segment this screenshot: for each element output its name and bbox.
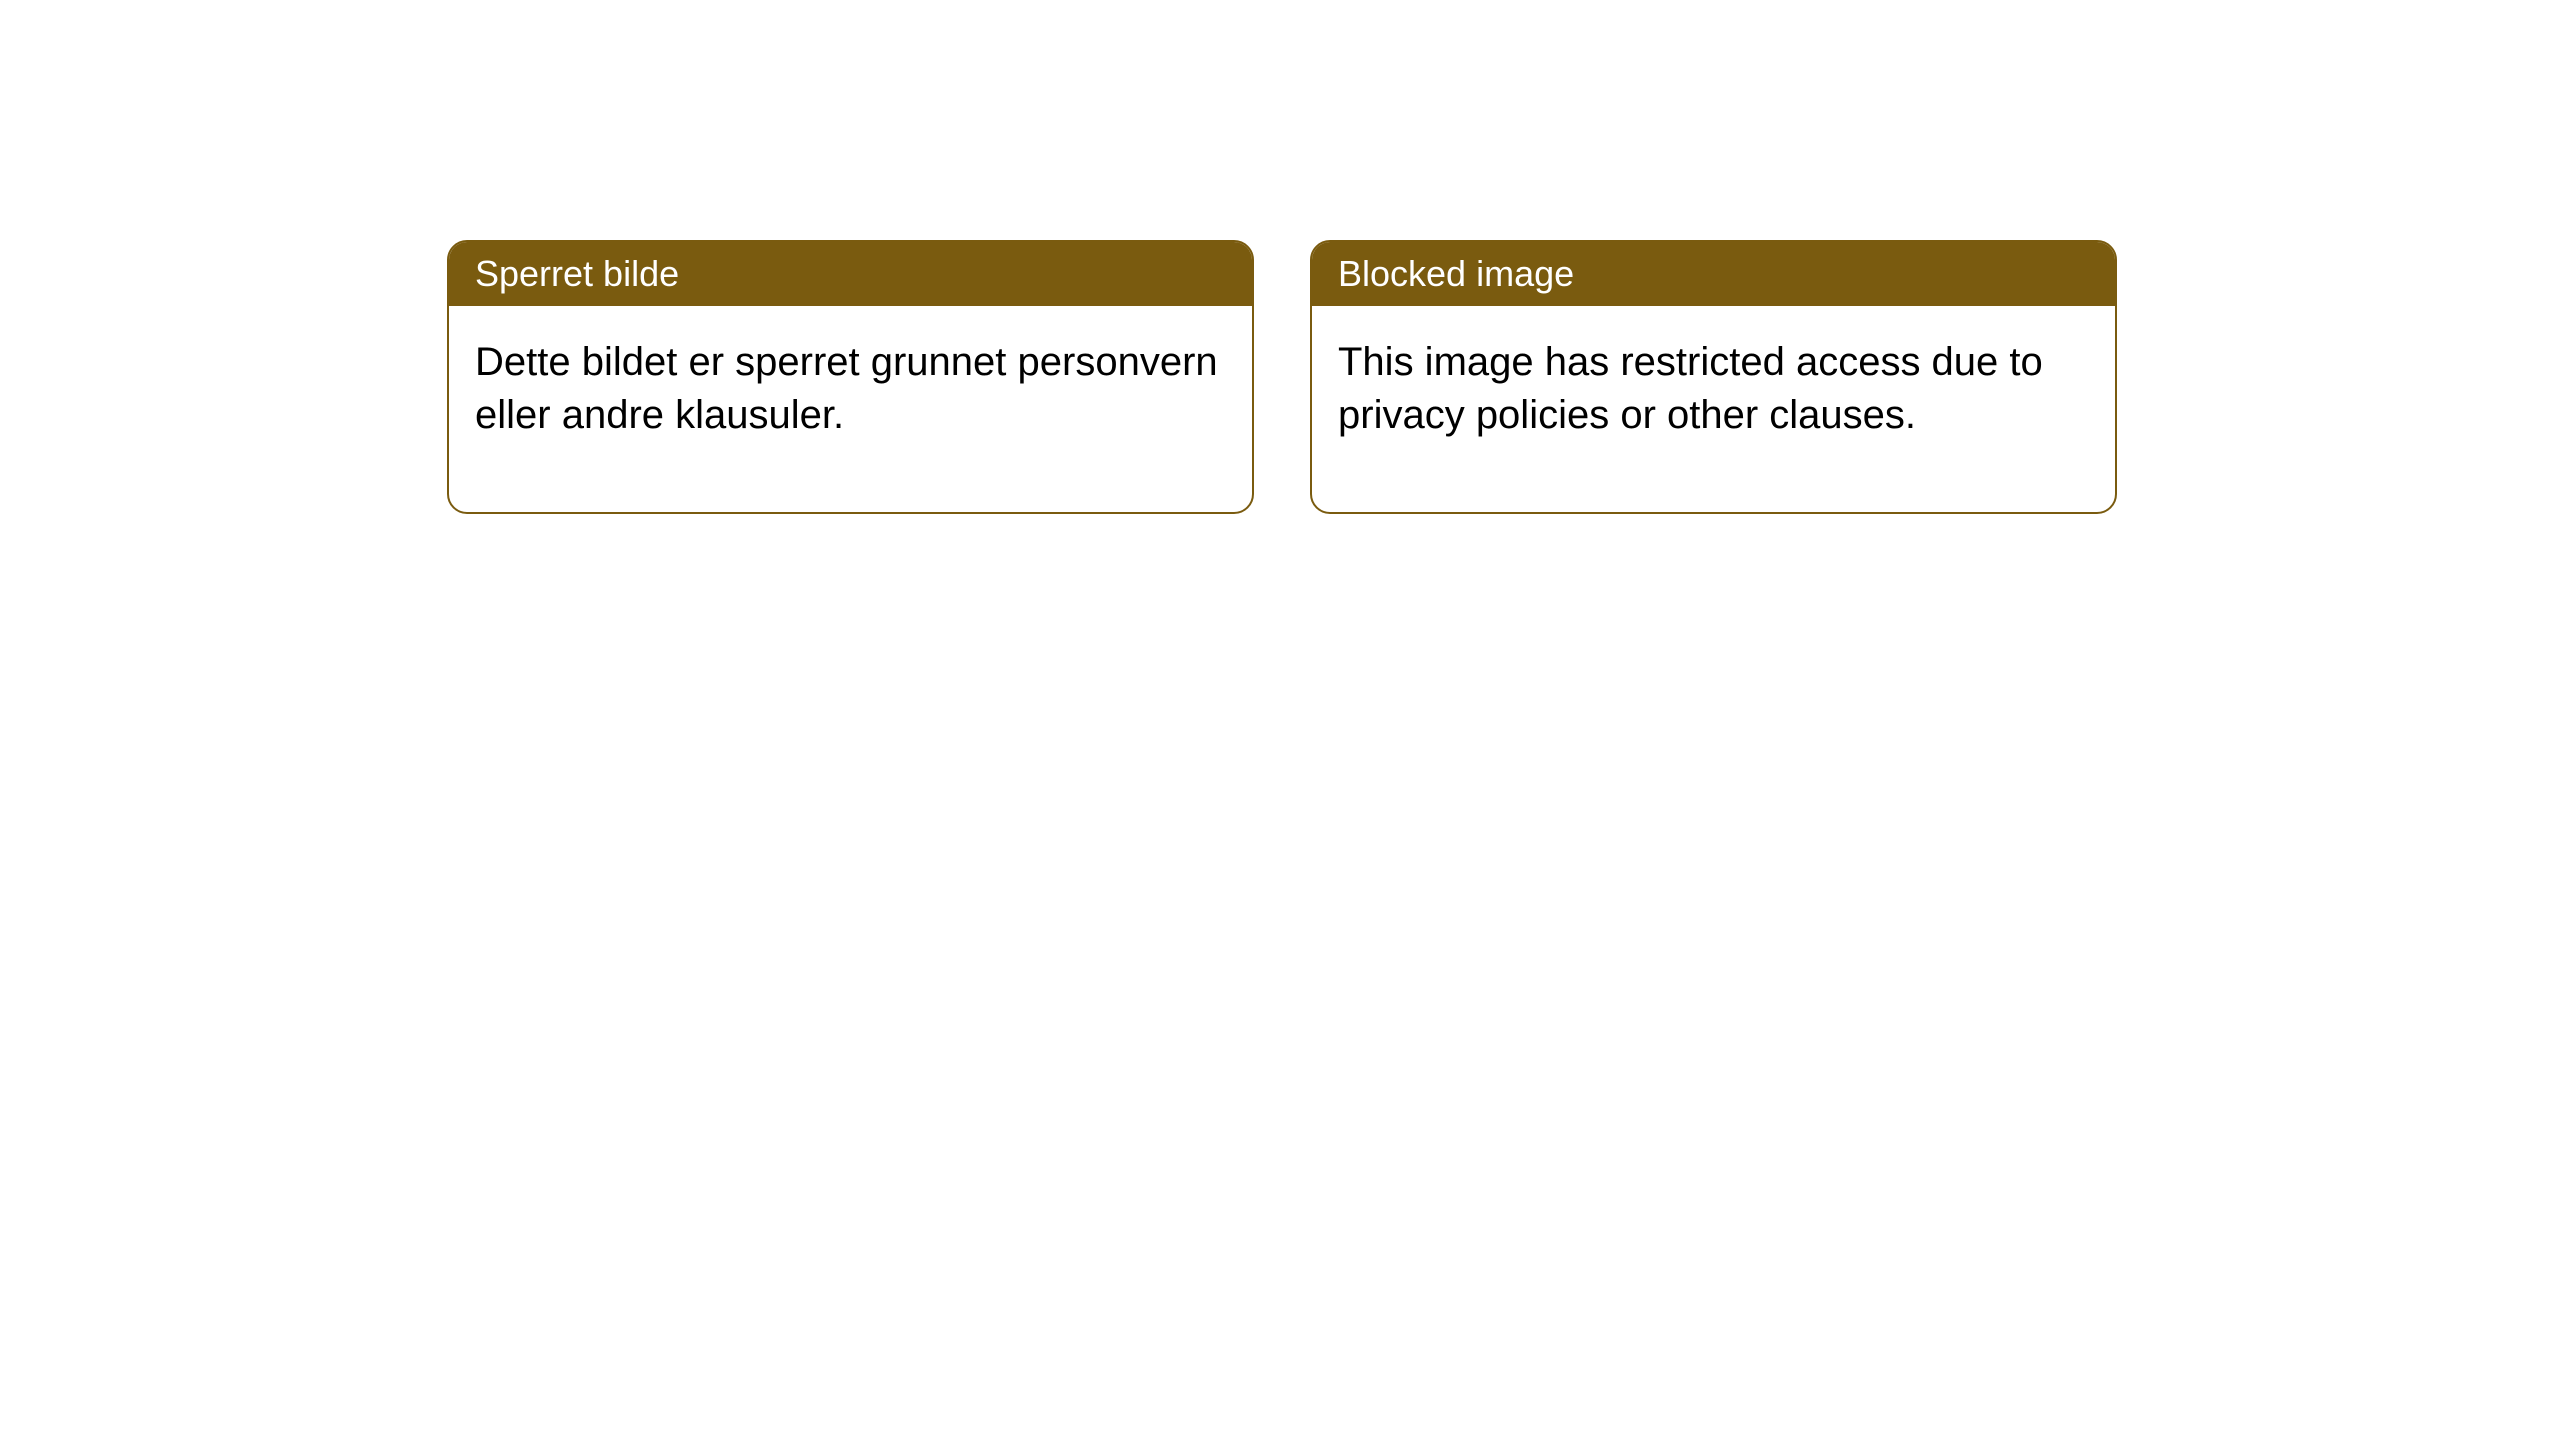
notice-card-en: Blocked image This image has restricted … xyxy=(1310,240,2117,514)
notice-title-en: Blocked image xyxy=(1338,253,1574,294)
notice-text-en: This image has restricted access due to … xyxy=(1338,340,2043,437)
notice-body-no: Dette bildet er sperret grunnet personve… xyxy=(449,306,1252,512)
notice-cards-container: Sperret bilde Dette bildet er sperret gr… xyxy=(447,240,2117,514)
notice-title-no: Sperret bilde xyxy=(475,253,679,294)
notice-card-no: Sperret bilde Dette bildet er sperret gr… xyxy=(447,240,1254,514)
notice-header-en: Blocked image xyxy=(1312,242,2115,306)
notice-header-no: Sperret bilde xyxy=(449,242,1252,306)
notice-text-no: Dette bildet er sperret grunnet personve… xyxy=(475,340,1218,437)
notice-body-en: This image has restricted access due to … xyxy=(1312,306,2115,512)
